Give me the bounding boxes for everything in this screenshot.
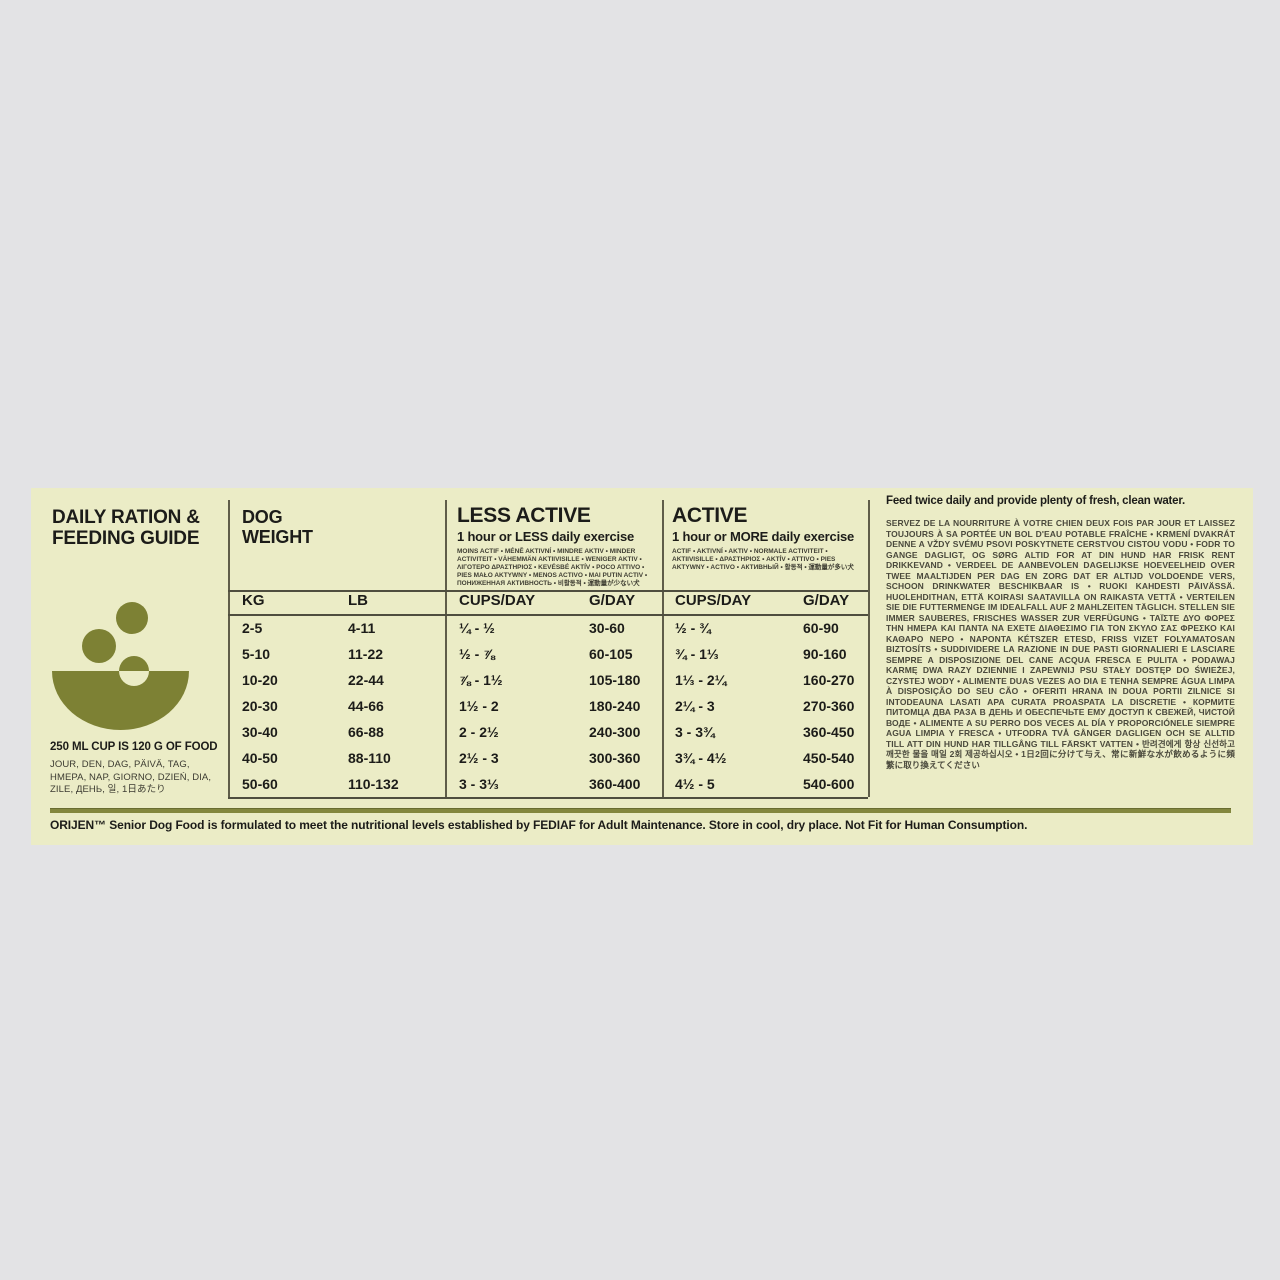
col-header-less-active-grams: G/DAY (589, 592, 636, 609)
cell-active-grams: 360-450 (803, 724, 855, 740)
cell-less-active-grams: 300-360 (589, 750, 641, 766)
divider-vertical-2 (445, 500, 447, 797)
divider-vertical-4 (868, 500, 870, 797)
panel-title: DAILY RATION & FEEDING GUIDE (52, 507, 200, 549)
cell-active-cups: ½ - ¾ (675, 620, 711, 636)
cell-lb: 4-11 (348, 620, 376, 636)
cell-active-cups: 3 - 3¾ (675, 724, 715, 740)
active-subtitle: 1 hour or MORE daily exercise (672, 529, 855, 544)
cell-less-active-cups: ⅞ - 1½ (459, 672, 503, 688)
cell-active-grams: 270-360 (803, 698, 855, 714)
table-row: 2-5 4-11 ¼ - ½ 30-60 ½ - ¾ 60-90 (31, 620, 1253, 638)
feeding-guide-panel: DAILY RATION & FEEDING GUIDE 250 ML CUP … (31, 488, 1253, 845)
dog-weight-header-line1: DOG (242, 507, 283, 527)
less-active-title: LESS ACTIVE (457, 504, 591, 527)
col-header-lb: LB (348, 592, 368, 609)
cell-active-grams: 160-270 (803, 672, 855, 688)
cell-lb: 88-110 (348, 750, 391, 766)
col-header-active-grams: G/DAY (803, 592, 850, 609)
dog-weight-header-line2: WEIGHT (242, 527, 313, 547)
table-row: 30-40 66-88 2 - 2½ 240-300 3 - 3¾ 360-45… (31, 724, 1253, 742)
cell-lb: 110-132 (348, 776, 399, 792)
cell-lb: 66-88 (348, 724, 384, 740)
cell-less-active-cups: ½ - ⅞ (459, 646, 495, 662)
cell-kg: 20-30 (242, 698, 278, 714)
table-row: 50-60 110-132 3 - 3⅓ 360-400 4½ - 5 540-… (31, 776, 1253, 794)
cell-kg: 2-5 (242, 620, 263, 636)
table-row: 5-10 11-22 ½ - ⅞ 60-105 ¾ - 1⅓ 90-160 (31, 646, 1253, 664)
dog-bowl-icon (52, 602, 189, 730)
cell-active-cups: 3¾ - 4½ (675, 750, 727, 766)
col-header-active-cups: CUPS/DAY (675, 592, 752, 609)
water-note-body: SERVEZ DE LA NOURRITURE À VOTRE CHIEN DE… (886, 518, 1235, 770)
table-row: 10-20 22-44 ⅞ - 1½ 105-180 1⅓ - 2¼ 160-2… (31, 672, 1253, 690)
cup-size-note: 250 ML CUP IS 120 G OF FOOD (50, 741, 218, 753)
table-row: 20-30 44-66 1½ - 2 180-240 2¼ - 3 270-36… (31, 698, 1253, 716)
divider-vertical-1 (228, 500, 230, 797)
active-languages: ACTIF • AKTIVNÍ • AKTIV • NORMALE ACTIVI… (672, 548, 854, 571)
cell-less-active-grams: 30-60 (589, 620, 625, 636)
cell-active-grams: 450-540 (803, 750, 855, 766)
cell-less-active-grams: 60-105 (589, 646, 633, 662)
cell-kg: 5-10 (242, 646, 271, 662)
dog-weight-header: DOG WEIGHT (242, 507, 313, 547)
table-header-line-top (228, 590, 868, 592)
cell-less-active-cups: ¼ - ½ (459, 620, 495, 636)
cell-less-active-cups: 2½ - 3 (459, 750, 499, 766)
cell-lb: 44-66 (348, 698, 384, 714)
table-bottom-line (228, 797, 868, 799)
cell-less-active-grams: 360-400 (589, 776, 641, 792)
cell-less-active-grams: 240-300 (589, 724, 641, 740)
cell-kg: 10-20 (242, 672, 278, 688)
col-header-kg: KG (242, 592, 265, 609)
active-title: ACTIVE (672, 504, 748, 527)
cell-kg: 40-50 (242, 750, 278, 766)
less-active-header: LESS ACTIVE 1 hour or LESS daily exercis… (457, 505, 659, 588)
col-header-less-active-cups: CUPS/DAY (459, 592, 536, 609)
cell-less-active-grams: 180-240 (589, 698, 641, 714)
cell-active-cups: 4½ - 5 (675, 776, 715, 792)
divider-vertical-3 (662, 500, 664, 797)
less-active-subtitle: 1 hour or LESS daily exercise (457, 529, 634, 544)
cell-lb: 22-44 (348, 672, 384, 688)
cup-note-translations: JOUR, DEN, DAG, PÄIVÄ, TAG, ΗΜΕΡΑ, NAP, … (50, 759, 212, 795)
cell-active-cups: 2¼ - 3 (675, 698, 715, 714)
cell-active-cups: ¾ - 1⅓ (675, 646, 719, 662)
cell-kg: 30-40 (242, 724, 278, 740)
footer-divider-rule (50, 808, 1231, 813)
table-header-line-bottom (228, 614, 868, 616)
cell-active-grams: 90-160 (803, 646, 847, 662)
cell-less-active-grams: 105-180 (589, 672, 641, 688)
cell-active-grams: 540-600 (803, 776, 855, 792)
cell-less-active-cups: 3 - 3⅓ (459, 776, 499, 792)
cell-kg: 50-60 (242, 776, 278, 792)
panel-title-line2: FEEDING GUIDE (52, 528, 200, 549)
less-active-languages: MOINS ACTIF • MÉNĚ AKTIVNÍ • MINDRE AKTI… (457, 548, 648, 587)
table-row: 40-50 88-110 2½ - 3 300-360 3¾ - 4½ 450-… (31, 750, 1253, 768)
cell-less-active-cups: 2 - 2½ (459, 724, 499, 740)
active-header: ACTIVE 1 hour or MORE daily exercise ACT… (672, 505, 865, 572)
cell-active-grams: 60-90 (803, 620, 839, 636)
cell-active-cups: 1⅓ - 2¼ (675, 672, 727, 688)
panel-title-line1: DAILY RATION & (52, 507, 200, 528)
water-note-heading: Feed twice daily and provide plenty of f… (886, 495, 1185, 507)
footer-note: ORIJEN™ Senior Dog Food is formulated to… (50, 818, 1028, 832)
cell-lb: 11-22 (348, 646, 384, 662)
cell-less-active-cups: 1½ - 2 (459, 698, 499, 714)
